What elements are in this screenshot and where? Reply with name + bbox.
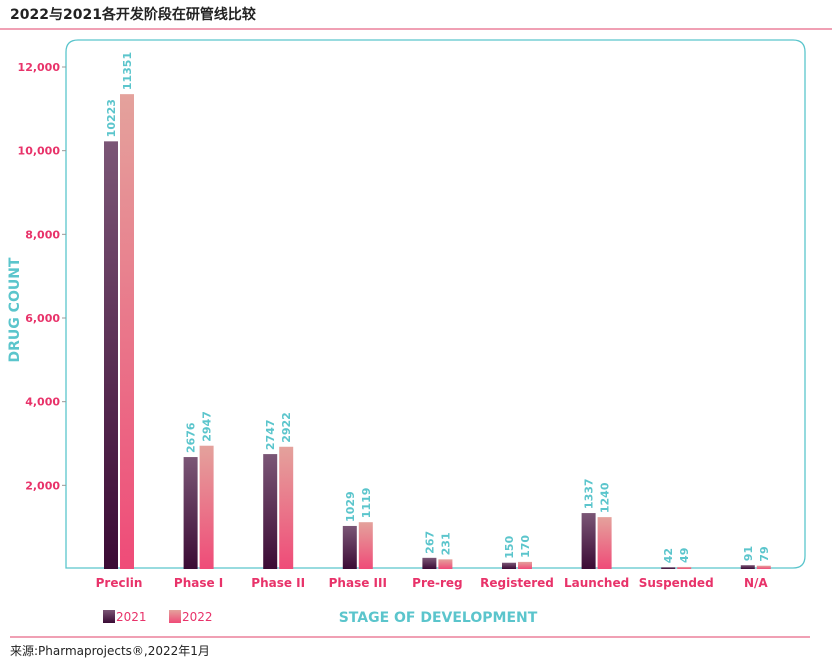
data-label: 1119 — [360, 488, 373, 519]
y-tick-label: 6,000 — [25, 312, 60, 325]
x-tick-label: Phase II — [251, 576, 305, 590]
data-label: 42 — [662, 548, 675, 563]
bar-2021 — [422, 557, 437, 569]
bar-2021 — [104, 141, 118, 569]
divider — [10, 636, 810, 638]
y-tick-label: 10,000 — [18, 145, 61, 158]
legend-swatch-2022 — [169, 610, 181, 623]
x-axis-label: STAGE OF DEVELOPMENT — [339, 610, 538, 626]
bar-2022 — [597, 517, 612, 569]
bar-2021 — [661, 567, 676, 569]
data-label: 2947 — [201, 411, 214, 442]
bar-2021 — [502, 562, 516, 569]
bar-2022 — [279, 446, 294, 569]
data-label: 150 — [503, 535, 516, 558]
x-tick-label: Preclin — [96, 576, 143, 590]
x-tick-label: Registered — [480, 576, 554, 590]
data-label: 91 — [742, 546, 755, 561]
data-label: 10223 — [105, 99, 118, 137]
data-label: 2676 — [185, 422, 198, 453]
x-tick-label: Launched — [564, 576, 629, 590]
bar-2021 — [183, 457, 198, 569]
legend-swatch-2021 — [103, 610, 115, 623]
legend-label: 2021 — [116, 610, 147, 624]
plot-frame — [65, 39, 806, 569]
bar-2022 — [120, 94, 134, 569]
data-label: 231 — [439, 532, 452, 555]
data-label: 170 — [519, 535, 532, 558]
bar-2021 — [342, 525, 357, 569]
bar-2022 — [438, 559, 453, 569]
bar-2021 — [740, 565, 755, 569]
x-tick-label: Phase III — [329, 576, 387, 590]
x-tick-label: Phase I — [174, 576, 223, 590]
divider — [0, 28, 832, 30]
x-tick-label: Suspended — [639, 576, 714, 590]
y-tick-label: 4,000 — [25, 396, 60, 409]
data-label: 267 — [423, 531, 436, 554]
y-tick-label: 8,000 — [25, 228, 60, 241]
bar-2021 — [581, 513, 596, 569]
source-note: 来源:Pharmaprojects®,2022年1月 — [10, 644, 210, 658]
x-tick-label: N/A — [744, 576, 768, 590]
y-tick-label: 2,000 — [25, 479, 60, 492]
bar-2022 — [358, 522, 373, 569]
data-label: 2922 — [280, 412, 293, 443]
x-tick-label: Pre-reg — [412, 576, 462, 590]
bar-2022 — [677, 566, 692, 569]
y-tick-label: 12,000 — [18, 61, 61, 74]
data-label: 1029 — [344, 491, 357, 522]
data-label: 2747 — [264, 419, 277, 450]
chart-title: 2022与2021各开发阶段在研管线比较 — [10, 7, 256, 23]
data-label: 49 — [678, 548, 691, 563]
data-label: 79 — [758, 546, 771, 561]
data-label: 11351 — [121, 52, 134, 90]
data-label: 1240 — [599, 482, 612, 513]
bar-2022 — [518, 561, 532, 569]
legend-label: 2022 — [182, 610, 213, 624]
bar-2022 — [756, 565, 771, 569]
bar-2022 — [199, 445, 214, 569]
bar-2021 — [263, 454, 278, 569]
data-label: 1337 — [583, 478, 596, 509]
y-axis-label: DRUG COUNT — [7, 257, 23, 362]
